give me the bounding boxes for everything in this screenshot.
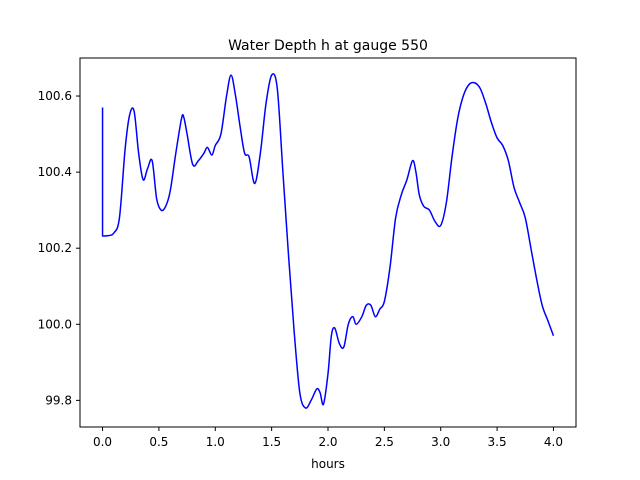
x-tick-label: 1.5 <box>262 435 281 449</box>
y-axis: 99.8 100.0 100.2 100.4 100.6 <box>38 89 80 407</box>
x-tick-label: 2.0 <box>318 435 337 449</box>
y-tick-label: 100.6 <box>38 89 72 103</box>
x-axis: 0.0 0.5 1.0 1.5 2.0 2.5 3.0 3.5 4.0 <box>93 427 563 449</box>
x-tick-label: 4.0 <box>544 435 563 449</box>
y-tick-label: 100.2 <box>38 241 72 255</box>
x-tick-label: 3.5 <box>488 435 507 449</box>
y-tick-label: 100.4 <box>38 165 72 179</box>
series-layer <box>101 73 555 409</box>
y-tick-label: 100.0 <box>38 317 72 331</box>
series-line-0 <box>101 73 555 409</box>
chart-title: Water Depth h at gauge 550 <box>228 38 428 54</box>
x-tick-label: 1.0 <box>206 435 225 449</box>
y-tick-label: 99.8 <box>45 393 72 407</box>
x-tick-label: 2.5 <box>375 435 394 449</box>
x-tick-label: 3.0 <box>431 435 450 449</box>
x-tick-label: 0.0 <box>93 435 112 449</box>
x-axis-label: hours <box>311 457 345 471</box>
x-tick-label: 0.5 <box>149 435 168 449</box>
